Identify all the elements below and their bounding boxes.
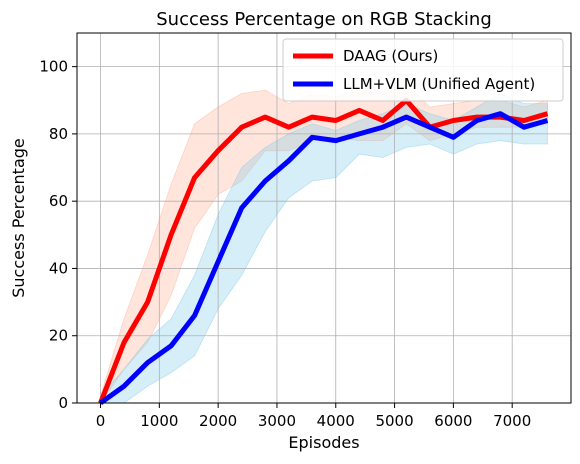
x-axis-label: Episodes	[288, 433, 359, 452]
confidence-bands	[100, 83, 548, 405]
x-tick-label-2000: 2000	[199, 412, 237, 430]
legend-label-1: LLM+VLM (Unified Agent)	[343, 75, 535, 93]
y-tick-label-100: 100	[39, 58, 68, 76]
plot-frame	[76, 32, 572, 404]
y-tick-label-0: 0	[58, 394, 68, 412]
series-lines	[98, 97, 549, 406]
x-tick-label-5000: 5000	[375, 412, 413, 430]
chart-title: Success Percentage on RGB Stacking	[156, 9, 492, 30]
legend-box	[282, 38, 564, 102]
x-tick-label-4000: 4000	[317, 412, 355, 430]
x-tick-label-3000: 3000	[258, 412, 296, 430]
y-tick-label-60: 60	[49, 192, 68, 210]
y-tick-label-80: 80	[49, 125, 68, 143]
y-tick-label-20: 20	[49, 327, 68, 345]
x-tick-label-7000: 7000	[493, 412, 531, 430]
line-series-1	[99, 111, 549, 406]
x-axis-ticks: 0 1000 2000 3000 4000 5000 6000 7000	[96, 403, 531, 430]
x-tick-label-6000: 6000	[434, 412, 472, 430]
y-tick-label-40: 40	[49, 259, 68, 277]
x-tick-label-0: 0	[96, 412, 106, 430]
legend: DAAG (Ours) LLM+VLM (Unified Agent)	[282, 38, 564, 102]
x-tick-label-1000: 1000	[140, 412, 178, 430]
y-axis-ticks: 0 20 40 60 80 100	[39, 58, 77, 412]
band-series-1	[100, 93, 548, 404]
line-series-0	[98, 97, 549, 404]
legend-label-0: DAAG (Ours)	[343, 47, 438, 65]
y-axis-label: Success Percentage	[9, 138, 28, 298]
